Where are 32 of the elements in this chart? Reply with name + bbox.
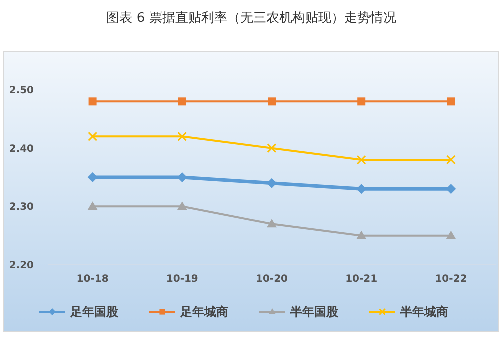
point (267, 144, 277, 154)
point (446, 184, 456, 194)
point (446, 155, 456, 165)
point (358, 98, 366, 106)
x-tick-label: 10-20 (256, 274, 288, 285)
y-tick-label: 2.30 (9, 202, 34, 214)
point (356, 155, 366, 165)
y-tick-label: 2.40 (9, 144, 34, 155)
y-tick-label: 2.50 (9, 86, 34, 96)
legend-label: 半年城商 (400, 305, 448, 320)
point (268, 98, 276, 106)
x-tick-label: 10-22 (435, 274, 468, 285)
point (178, 132, 188, 142)
point (88, 98, 97, 106)
x-tick-label: 10-21 (346, 274, 378, 285)
x-tick-label: 10-18 (76, 274, 109, 285)
point (356, 230, 367, 240)
point (178, 98, 186, 106)
x-tick-label: 10-19 (166, 274, 198, 285)
point (88, 132, 98, 142)
point (267, 178, 277, 188)
point (177, 202, 188, 210)
chart-title: 图表 6 票据直贴利率（无三农机构贴现）走势情况 (106, 10, 396, 26)
legend-label: 半年国股 (290, 305, 340, 320)
point (88, 172, 98, 182)
point (447, 98, 456, 106)
point (446, 230, 456, 240)
legend-label: 足年国股 (70, 305, 120, 320)
legend-label: 足年城商 (180, 305, 228, 320)
point (88, 202, 98, 210)
y-tick-label: 2.20 (9, 260, 34, 272)
point (267, 219, 277, 228)
